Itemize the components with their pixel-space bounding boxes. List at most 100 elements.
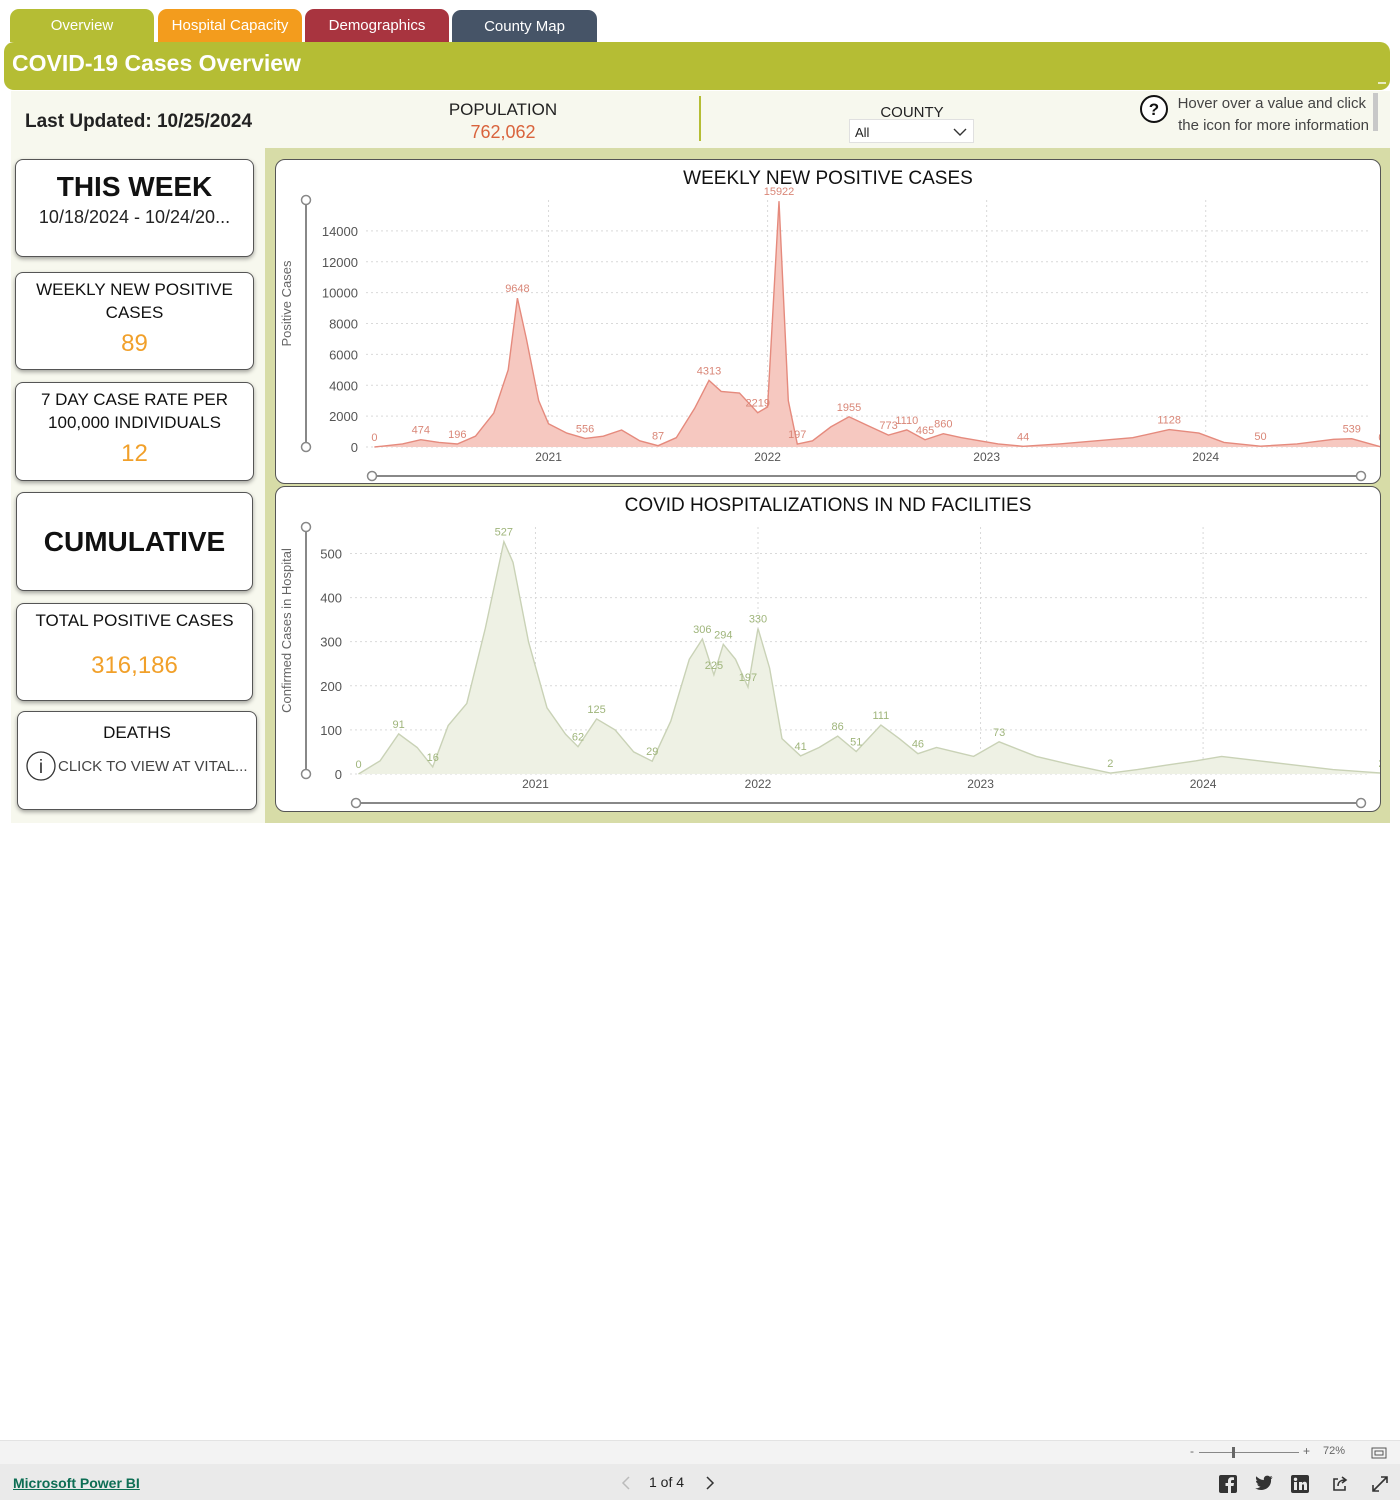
total-positive-value[interactable]: 316,186	[91, 652, 178, 679]
x-tick-label: 2024	[1192, 450, 1219, 464]
power-bi-link[interactable]: Microsoft Power BI	[13, 1475, 140, 1491]
fullscreen-icon[interactable]	[1371, 1475, 1389, 1493]
y-axis-label: Positive Cases	[279, 260, 294, 346]
data-label: 9648	[505, 283, 529, 295]
weekly-new-value[interactable]: 89	[121, 330, 148, 357]
fit-page-icon[interactable]	[1371, 1447, 1387, 1459]
tab-hospital-capacity[interactable]: Hospital Capacity	[158, 9, 302, 42]
x-tick-label: 2023	[973, 450, 1000, 464]
series-area[interactable]	[374, 201, 1380, 447]
data-label: 62	[572, 732, 584, 744]
data-label: 73	[993, 727, 1005, 739]
data-label: 306	[693, 624, 711, 636]
county-label: COUNTY	[880, 104, 944, 121]
y-slider-handle-top[interactable]	[300, 521, 312, 533]
help-text-line1: Hover over a value and click	[1177, 95, 1366, 112]
last-updated: Last Updated: 10/25/2024	[25, 111, 253, 132]
data-label: 860	[934, 419, 952, 431]
x-slider-handle-left[interactable]	[350, 797, 362, 809]
data-label: 2	[1107, 758, 1113, 770]
y-tick-label: 8000	[329, 317, 358, 332]
cumulative-card: CUMULATIVE	[16, 492, 253, 591]
y-axis-label: Confirmed Cases in Hospital	[279, 548, 294, 713]
case-rate-value[interactable]: 12	[121, 440, 148, 467]
data-label: 1955	[837, 402, 861, 414]
data-label: 15922	[764, 186, 795, 198]
info-strip	[265, 91, 1390, 148]
x-slider-handle-right[interactable]	[1355, 470, 1367, 482]
county-dropdown[interactable]: All	[849, 119, 974, 143]
y-tick-label: 6000	[329, 347, 358, 362]
tab-label: Hospital Capacity	[171, 17, 289, 34]
scroll-indicator	[1378, 82, 1386, 84]
data-label: 111	[872, 710, 889, 722]
tab-county-map[interactable]: County Map	[452, 10, 597, 42]
y-tick-label: 500	[320, 546, 342, 561]
x-tick-label: 2024	[1190, 777, 1217, 791]
chart-title: WEEKLY NEW POSITIVE CASES	[683, 168, 973, 189]
x-tick-label: 2021	[522, 777, 549, 791]
data-label: 86	[832, 721, 844, 733]
twitter-icon[interactable]	[1255, 1475, 1273, 1491]
y-slider-handle-top[interactable]	[300, 194, 312, 206]
chevron-right-icon[interactable]	[705, 1476, 715, 1490]
share-icon[interactable]	[1331, 1475, 1349, 1493]
data-label: 1110	[895, 415, 918, 427]
series-area[interactable]	[358, 541, 1381, 774]
y-tick-label: 0	[335, 767, 342, 782]
info-icon[interactable]: i	[25, 750, 57, 782]
zoom-in-button[interactable]: +	[1303, 1444, 1311, 1458]
tab-overview[interactable]: Overview	[10, 9, 154, 42]
y-slider-handle-bottom[interactable]	[300, 768, 312, 780]
tab-label: County Map	[484, 17, 565, 35]
this-week-range: 10/18/2024 - 10/24/20...	[38, 207, 231, 227]
divider	[699, 96, 701, 141]
y-tick-label: 12000	[322, 255, 358, 270]
zoom-slider[interactable]	[1199, 1452, 1299, 1453]
help-icon[interactable]: ?	[1139, 94, 1169, 124]
data-label: 539	[1343, 424, 1361, 436]
county-selected: All	[855, 125, 870, 140]
help-text-line2: the icon for more information	[1178, 117, 1369, 134]
data-label: 2219	[746, 398, 770, 410]
data-label: 51	[850, 737, 862, 749]
tab-demographics[interactable]: Demographics	[305, 9, 449, 42]
tab-label: Overview	[50, 17, 114, 34]
data-label: 125	[587, 704, 605, 716]
y-tick-label: 10000	[322, 286, 358, 301]
data-label: 87	[652, 431, 664, 443]
data-label: 330	[749, 613, 767, 625]
y-tick-label: 0	[351, 440, 358, 455]
x-slider-handle-left[interactable]	[366, 470, 378, 482]
y-slider-handle-bottom[interactable]	[300, 441, 312, 453]
deaths-link[interactable]: CLICK TO VIEW AT VITAL...	[58, 758, 248, 775]
deaths-label: DEATHS	[103, 723, 171, 742]
y-tick-label: 2000	[329, 409, 358, 424]
data-label: 2	[1379, 758, 1380, 770]
x-slider-handle-right[interactable]	[1355, 797, 1367, 809]
data-label: 465	[916, 425, 934, 437]
y-tick-label: 400	[320, 591, 342, 606]
y-tick-label: 300	[320, 635, 342, 650]
data-label: 44	[1017, 431, 1029, 443]
data-label: 16	[427, 752, 439, 764]
chevron-left-icon[interactable]	[621, 1476, 631, 1490]
series-line	[358, 539, 1380, 775]
facebook-icon[interactable]	[1219, 1475, 1237, 1493]
data-label: 50	[1254, 431, 1266, 443]
y-tick-label: 200	[320, 679, 342, 694]
scrollbar[interactable]	[1373, 93, 1378, 131]
y-tick-label: 14000	[322, 224, 358, 239]
zoom-slider-thumb[interactable]	[1232, 1447, 1235, 1458]
zoom-out-button[interactable]: -	[1190, 1444, 1194, 1458]
svg-text:?: ?	[1149, 100, 1159, 119]
data-label: 197	[788, 429, 806, 441]
data-label: 197	[739, 672, 757, 684]
total-positive-label: TOTAL POSITIVE CASES	[35, 611, 234, 630]
data-label: 0	[1378, 432, 1380, 444]
powerbi-footer: Microsoft Power BI 1 of 4	[0, 1464, 1400, 1500]
data-label: 1128	[1157, 415, 1181, 427]
x-tick-label: 2021	[535, 450, 562, 464]
linkedin-icon[interactable]	[1291, 1475, 1309, 1493]
y-tick-label: 100	[320, 723, 342, 738]
